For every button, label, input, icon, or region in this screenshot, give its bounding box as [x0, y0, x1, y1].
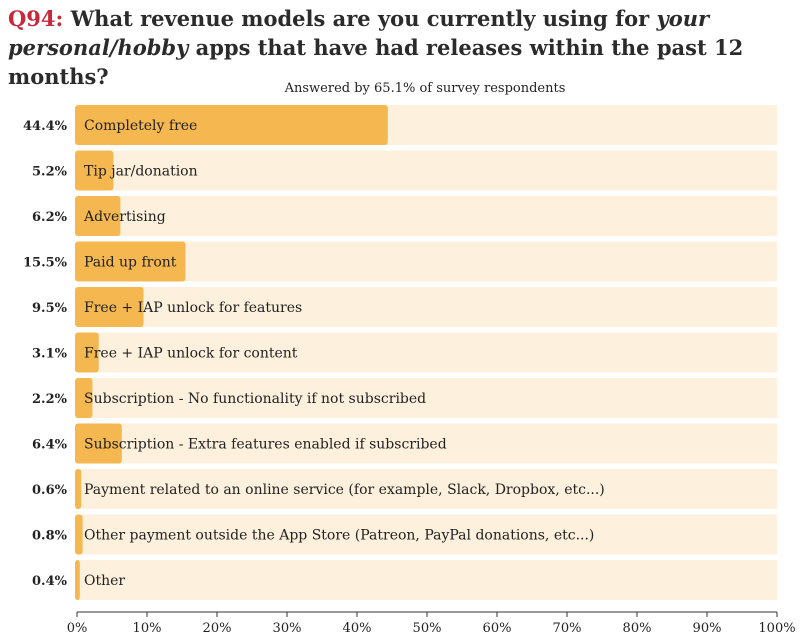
- bar-track: [77, 332, 777, 373]
- category-label: Free + IAP unlock for content: [84, 346, 298, 362]
- category-label: Other: [84, 573, 125, 589]
- bar-row: 0.4% Other: [32, 560, 777, 600]
- value-label: 6.2%: [32, 210, 68, 225]
- bar-row: 0.8% Other payment outside the App Store …: [32, 514, 777, 555]
- value-label: 0.8%: [32, 529, 68, 544]
- value-label: 44.4%: [23, 119, 68, 134]
- category-label: Subscription - No functionality if not s…: [84, 391, 426, 407]
- x-tick-label: 10%: [133, 621, 162, 636]
- value-label: 0.4%: [32, 574, 68, 589]
- x-tick-label: 0%: [67, 621, 88, 636]
- bar-rows: 44.4% Completely free 5.2% Tip jar/donation…: [23, 105, 777, 600]
- x-tick-label: 100%: [758, 621, 795, 636]
- bar-track: [77, 196, 777, 236]
- bar-track: [77, 287, 777, 327]
- bar-track: [77, 378, 777, 418]
- bar-row: 44.4% Completely free: [23, 105, 777, 145]
- x-axis: 0% 10% 20% 30% 40% 50% 60% 70% 80% 90% 100%: [67, 611, 796, 636]
- bar: [75, 514, 83, 555]
- value-label: 0.6%: [32, 483, 68, 498]
- x-tick-label: 70%: [553, 621, 582, 636]
- bar: [75, 469, 82, 509]
- x-tick-label: 20%: [203, 621, 232, 636]
- value-label: 9.5%: [32, 301, 68, 316]
- category-label: Advertising: [83, 209, 166, 225]
- category-label: Paid up front: [84, 255, 177, 271]
- bar-track: [77, 560, 777, 600]
- bar-row: 2.2% Subscription - No functionality if n…: [32, 378, 777, 418]
- chart-subtitle: Answered by 65.1% of survey respondents: [284, 81, 566, 96]
- value-label: 15.5%: [23, 256, 68, 271]
- x-tick-label: 80%: [623, 621, 652, 636]
- category-label: Completely free: [84, 118, 197, 134]
- bar-track: [77, 469, 777, 509]
- title-text-after: apps that have had releases within the p…: [8, 35, 744, 89]
- chart-title: Q94: What revenue models are you current…: [8, 4, 792, 91]
- x-tick-label: 40%: [343, 621, 372, 636]
- bar-row: 6.2% Advertising: [32, 196, 777, 236]
- value-label: 3.1%: [32, 347, 68, 362]
- bar: [75, 423, 122, 464]
- bar: [75, 287, 144, 327]
- category-label: Other payment outside the App Store (Pat…: [84, 528, 594, 544]
- bar-track: [77, 423, 777, 464]
- bar-row: 9.5% Free + IAP unlock for features: [32, 287, 777, 327]
- x-tick-label: 60%: [483, 621, 512, 636]
- bar-track: [77, 150, 777, 191]
- x-tick-label: 50%: [413, 621, 442, 636]
- bar: [75, 105, 388, 145]
- value-label: 2.2%: [32, 392, 68, 407]
- category-label: Tip jar/donation: [84, 164, 198, 180]
- category-label: Free + IAP unlock for features: [84, 300, 302, 316]
- bar: [75, 241, 186, 282]
- bar: [75, 332, 99, 373]
- bar-row: 3.1% Free + IAP unlock for content: [32, 332, 777, 373]
- bar: [75, 150, 114, 191]
- bar-row: 15.5% Paid up front: [23, 241, 777, 282]
- value-label: 6.4%: [32, 438, 68, 453]
- value-label: 5.2%: [32, 165, 68, 180]
- x-tick-label: 90%: [693, 621, 722, 636]
- bar-row: 6.4% Subscription - Extra features enable…: [32, 423, 777, 464]
- bar: [75, 378, 93, 418]
- title-text-emphasis: your personal/hobby: [8, 6, 710, 60]
- bar: [75, 560, 80, 600]
- bar-row: 5.2% Tip jar/donation: [32, 150, 777, 191]
- bar-track: [77, 514, 777, 555]
- title-text-before: What revenue models are you currently us…: [63, 6, 657, 31]
- category-label: Payment related to an online service (fo…: [84, 482, 605, 498]
- x-tick-label: 30%: [273, 621, 302, 636]
- question-number: Q94:: [8, 6, 64, 31]
- bar-track: [77, 241, 777, 282]
- bar: [75, 196, 121, 236]
- category-label: Subscription - Extra features enabled if…: [84, 437, 447, 453]
- bar-row: 0.6% Payment related to an online service…: [32, 469, 777, 509]
